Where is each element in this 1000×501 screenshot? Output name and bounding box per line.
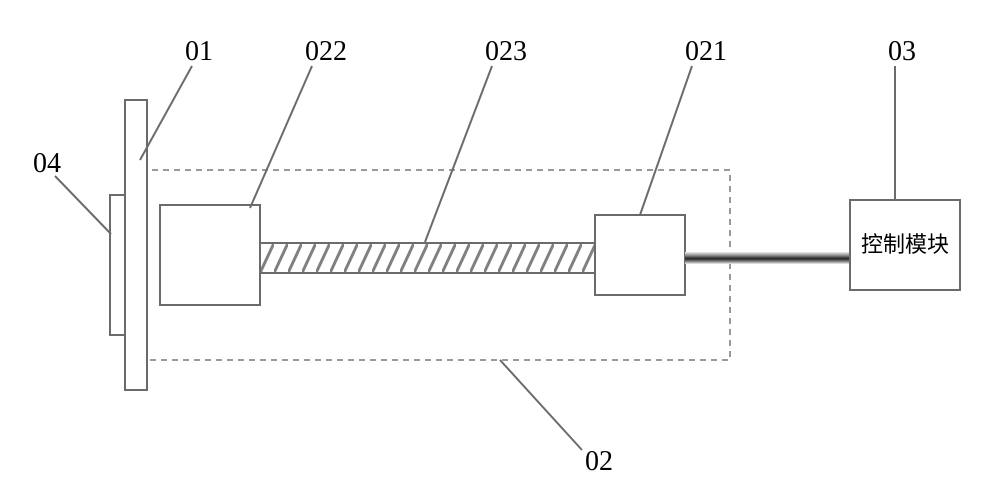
diagram-canvas: 控制模块 01 022 023 021 03 04 02	[0, 0, 1000, 501]
label-023: 023	[485, 36, 527, 67]
part-04-guide	[110, 195, 125, 335]
label-04: 04	[33, 148, 61, 179]
label-01: 01	[185, 36, 213, 67]
control-module-label: 控制模块	[861, 232, 949, 257]
part-022-nut-block	[160, 205, 260, 305]
leader-023	[425, 66, 492, 242]
label-02: 02	[585, 446, 613, 477]
part-023-lead-screw	[260, 243, 595, 273]
drive-shaft	[685, 252, 850, 264]
label-03: 03	[888, 36, 916, 67]
leader-02	[500, 360, 582, 450]
leader-022	[250, 66, 312, 208]
part-01-plate	[125, 100, 147, 390]
label-022: 022	[305, 36, 347, 67]
leader-04	[55, 176, 111, 234]
part-021-motor	[595, 215, 685, 295]
label-021: 021	[685, 36, 727, 67]
leader-021	[640, 66, 692, 215]
